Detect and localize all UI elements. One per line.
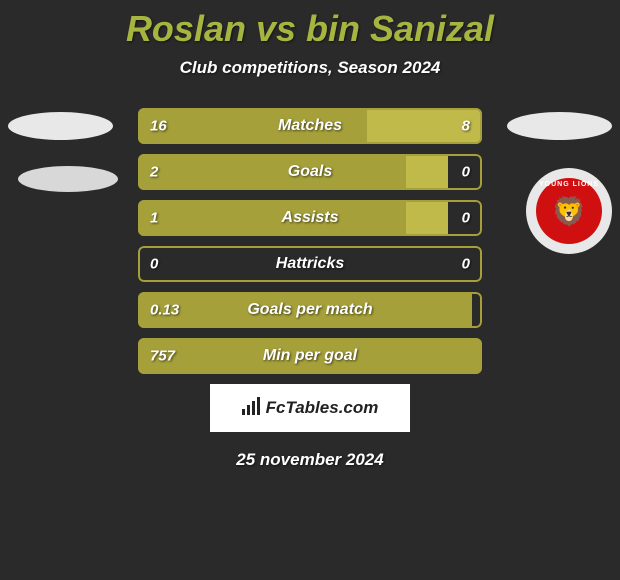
- stat-label: Goals: [288, 163, 332, 181]
- stat-value-left: 1: [150, 210, 158, 227]
- footer-site: FcTables.com: [266, 398, 379, 418]
- date-label: 25 november 2024: [0, 450, 620, 470]
- chart-icon: [242, 397, 262, 420]
- stat-label: Matches: [278, 117, 342, 135]
- stat-value-left: 16: [150, 118, 167, 135]
- stat-bars: 16 Matches 8 2 Goals 0 1 Assists 0 0 Hattricks 0 0.1…: [138, 108, 482, 374]
- stat-value-right: 0: [462, 256, 470, 273]
- logo-text-top: YOUNG LIONS: [539, 181, 599, 188]
- stat-row: 2 Goals 0: [138, 154, 482, 190]
- stat-value-right: 0: [462, 210, 470, 227]
- lion-icon: 🦁: [552, 195, 587, 228]
- bar-fill-right: [406, 154, 447, 190]
- stat-row: 0 Hattricks 0: [138, 246, 482, 282]
- stat-label: Assists: [282, 209, 339, 227]
- bar-fill-right: [406, 200, 447, 236]
- stat-value-right: 8: [462, 118, 470, 135]
- player-left-placeholder-1: [8, 112, 113, 140]
- stats-area: YOUNG LIONS 🦁 16 Matches 8 2 Goals 0 1 Assists 0…: [0, 108, 620, 374]
- stat-label: Goals per match: [247, 301, 372, 319]
- page-subtitle: Club competitions, Season 2024: [0, 58, 620, 78]
- bar-fill-left: [138, 200, 406, 236]
- page-title: Roslan vs bin Sanizal: [0, 8, 620, 50]
- stat-label: Hattricks: [276, 255, 344, 273]
- stat-value-left: 757: [150, 348, 175, 365]
- team-logo-right: YOUNG LIONS 🦁: [526, 168, 612, 254]
- stat-row: 757 Min per goal: [138, 338, 482, 374]
- comparison-card: Roslan vs bin Sanizal Club competitions,…: [0, 0, 620, 470]
- player-left-placeholder-2: [18, 166, 118, 192]
- bar-fill-left: [138, 154, 406, 190]
- stat-value-left: 2: [150, 164, 158, 181]
- player-right-placeholder-1: [507, 112, 612, 140]
- stat-value-right: 0: [462, 164, 470, 181]
- young-lions-logo: YOUNG LIONS 🦁: [536, 178, 602, 244]
- footer-attribution: FcTables.com: [210, 384, 410, 432]
- stat-row: 0.13 Goals per match: [138, 292, 482, 328]
- stat-label: Min per goal: [263, 347, 357, 365]
- stat-row: 1 Assists 0: [138, 200, 482, 236]
- stat-value-left: 0.13: [150, 302, 179, 319]
- stat-row: 16 Matches 8: [138, 108, 482, 144]
- stat-value-left: 0: [150, 256, 158, 273]
